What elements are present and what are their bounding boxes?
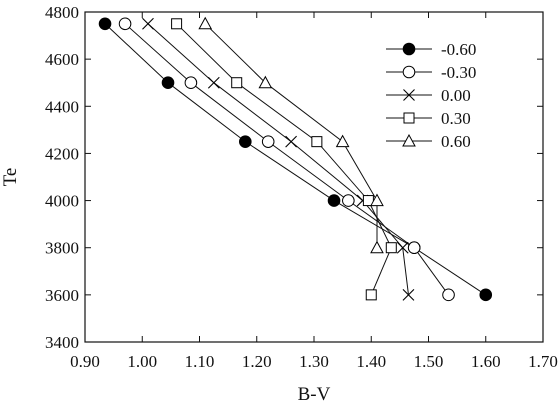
series-lines-layer [104,23,487,296]
series-0-point [239,135,252,148]
series-3-point [171,18,183,30]
series-2-point [142,17,154,30]
y-tick-label: 4400 [45,97,79,116]
legend-label: 0.60 [441,132,471,151]
x-tick-label: 0.90 [70,352,100,371]
legend-marker [402,42,416,56]
series-1-point [342,194,355,207]
series-3-point [311,136,323,148]
legend-marker [402,65,416,79]
series-3-point [385,242,397,254]
series-4-point [258,75,273,89]
x-tick-label: 1.70 [528,352,558,371]
legend-item: 0.00 [386,86,471,105]
series-line-0 [104,23,487,296]
y-tick-label: 3400 [45,333,79,352]
series-1-point [118,17,132,31]
series-4-point [335,134,350,148]
y-axis-label: Te [0,168,21,187]
x-tick-label: 1.40 [356,352,386,371]
y-tick-label: 3600 [45,286,79,305]
series-markers-layer [98,16,493,302]
y-tick-label: 4600 [45,50,79,69]
legend-item: -0.30 [386,63,476,82]
series-3-point [365,289,377,301]
legend-label: -0.30 [441,63,476,82]
x-tick-label: 1.60 [471,352,501,371]
y-tick-label: 4000 [45,192,79,211]
legend-label: -0.60 [441,40,476,59]
x-tick-label: 1.10 [185,352,215,371]
series-1-point [261,135,275,148]
series-0-point [479,288,493,302]
y-tick-label: 4800 [45,3,79,22]
series-line-3 [176,23,392,296]
x-tick-label: 1.20 [242,352,272,371]
series-3-point [231,77,243,89]
series-0-point [161,76,175,90]
x-tick-label: 1.30 [299,352,329,371]
series-line-1 [124,23,449,296]
series-2-point [402,288,415,301]
x-tick-label: 1.00 [127,352,157,371]
legend-item: 0.60 [386,132,471,151]
series-4-point [370,193,384,207]
series-2-point [285,135,297,148]
series-4-point [198,16,213,30]
legend-marker [403,89,415,101]
y-tick-label: 3800 [45,239,79,258]
series-line-4 [204,23,378,248]
legend-label: 0.30 [441,109,471,128]
series-0-point [327,194,341,207]
legend-item: -0.60 [386,40,476,59]
series-1-point [407,241,421,255]
legend-item: 0.30 [386,109,471,128]
series-2-point [396,241,409,254]
legend: -0.60 -0.30 0.00 0.30 0.60 [386,40,476,151]
series-2-point [207,76,220,89]
x-tick-label: 1.50 [414,352,444,371]
series-line-2 [147,23,409,295]
series-1-point [442,288,455,302]
y-tick-label: 4200 [45,144,79,163]
plot-frame [84,11,544,343]
series-4-point [370,240,384,254]
legend-marker [403,112,415,124]
x-axis-label: B-V [298,384,331,405]
legend-marker [402,133,416,147]
series-0-point [98,17,112,31]
legend-label: 0.00 [441,86,471,105]
series-1-point [184,76,198,90]
ticks-layer: 0.90 1.00 1.10 1.20 1.30 1.40 1.50 1.60 1.70 3400… [45,3,558,371]
